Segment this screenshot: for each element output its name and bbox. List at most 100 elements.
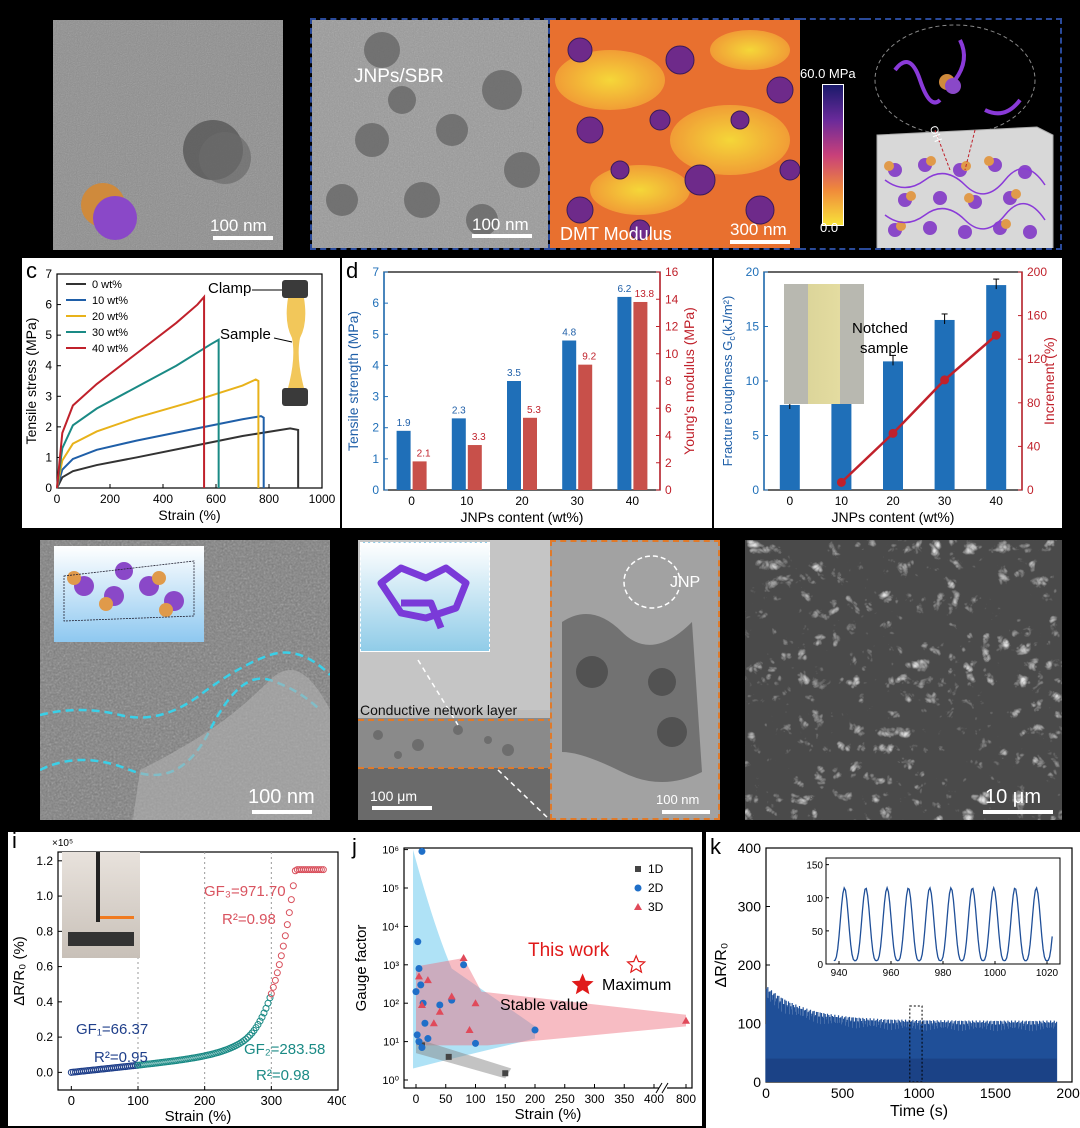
scale-label: 100 μm	[370, 788, 417, 804]
y-tick-label: 10⁴	[382, 921, 399, 933]
y-tick-label-left: 4	[372, 358, 379, 372]
series-line	[56, 378, 260, 489]
point-2d	[436, 1001, 444, 1009]
y-tick-label-right: 14	[665, 292, 679, 306]
x-tick-label: 40	[626, 494, 640, 508]
dmt-modulus-label: DMT Modulus	[560, 224, 672, 244]
axis-break-gap	[659, 1082, 667, 1094]
y-tick-label-left: 15	[746, 320, 760, 334]
x-tick-label: 30	[938, 494, 952, 508]
x-tick-label: 30	[571, 494, 585, 508]
stable-value-label: Stable value	[500, 997, 588, 1014]
scale-bar	[662, 810, 710, 814]
y-tick-label-right: 4	[665, 429, 672, 443]
y-tick-label: 10²	[383, 998, 399, 1010]
y-tick-label-left: 1	[372, 452, 379, 466]
x-axis-label: Time (s)	[890, 1103, 948, 1120]
data-point	[271, 976, 279, 984]
x-tick-label: 300	[584, 1092, 604, 1106]
colorbar-panel: 60.0 MPa 0.0	[800, 18, 865, 250]
data-label: 5.3	[527, 405, 541, 416]
colorbar-min-label: 0.0	[820, 220, 839, 235]
bar-youngs-modulus	[467, 445, 482, 490]
x-tick-label: 0	[54, 492, 61, 506]
data-point	[283, 921, 291, 929]
y-tick-label: 1	[45, 450, 52, 464]
y-tick-label-left: 6	[372, 296, 379, 310]
plot-frame	[403, 847, 693, 1089]
x-tick-label: 400	[644, 1092, 664, 1106]
x-axis-label: Strain (%)	[515, 1106, 582, 1123]
data-label: 13.8	[635, 289, 655, 300]
inset-frame	[825, 857, 1061, 965]
y-tick-label: 5	[45, 328, 52, 342]
x-axis-label: Strain (%)	[165, 1108, 232, 1125]
data-point	[244, 1033, 252, 1041]
point-2d	[460, 961, 468, 969]
y-tick-label-right: 16	[665, 265, 679, 279]
y-axis-label: ΔR/R₀ (%)	[11, 936, 28, 1006]
r3-label: R²=0.98	[222, 911, 276, 928]
panel-letter: k	[710, 834, 721, 859]
x-tick-label: 250	[555, 1092, 575, 1106]
point-2d	[472, 1039, 479, 1047]
scale-bar	[213, 236, 273, 240]
y-tick-label: 0	[45, 481, 52, 495]
point-2d	[418, 1044, 426, 1052]
data-point	[254, 1021, 262, 1029]
x-tick-label: 100	[127, 1093, 149, 1108]
cross-section-image: Conductive network layer 100 μm	[358, 540, 550, 820]
x-axis-label: Strain (%)	[158, 507, 220, 523]
scale-bar	[730, 240, 790, 244]
y-tick-label-right: 10	[665, 347, 679, 361]
data-point	[267, 990, 275, 998]
clamp-top-icon	[282, 280, 308, 298]
y-tick-label-right: 6	[665, 401, 672, 415]
increment-point	[991, 330, 1001, 340]
y-tick-label-right: 12	[665, 320, 679, 334]
y-tick-label: 6	[45, 298, 52, 312]
x-tick-label: 200	[525, 1092, 545, 1106]
increment-point	[888, 428, 898, 438]
inset-x-tick-label: 1000	[984, 968, 1007, 979]
jnps-sbr-label: JNPs/SBR	[354, 66, 444, 87]
y-axis-label: ΔR/R₀	[713, 943, 730, 988]
y-tick-label: 10⁰	[382, 1075, 399, 1087]
series-line	[56, 427, 300, 489]
x-tick-label: 1500	[980, 1085, 1011, 1101]
inset-y-tick-label: 0	[817, 960, 823, 971]
point-3d	[471, 999, 480, 1007]
sample-label: Sample	[220, 326, 271, 343]
graphene-schematic-inset	[54, 546, 204, 642]
data-label: 2.1	[417, 448, 431, 459]
panel-k: 05001000150020000100200300400Time (s)ΔR/…	[706, 832, 1080, 1128]
data-point	[289, 882, 297, 890]
gf3-label: GF₃=971.70	[204, 883, 286, 900]
schematic-network: OH	[865, 18, 1062, 250]
sem-image: 10 μm	[745, 540, 1062, 820]
x-tick-label: 350	[614, 1092, 634, 1106]
y-tick-label: 1.0	[36, 889, 53, 903]
y-tick-label: 300	[738, 899, 762, 915]
y-tick-label-right: 80	[1027, 396, 1041, 410]
point-2d	[412, 988, 420, 996]
bar-fracture-toughness	[934, 319, 955, 490]
data-point	[319, 866, 327, 874]
x-tick-label: 100	[465, 1092, 485, 1106]
bar-tensile-strength	[396, 430, 411, 490]
y-tick-label: 200	[738, 957, 762, 973]
legend-marker	[635, 866, 641, 872]
x-tick-label: 200	[100, 492, 120, 506]
data-label: 3.5	[507, 368, 521, 379]
y-tick-label-left: 0	[752, 483, 759, 497]
x-tick-label: 0	[786, 494, 793, 508]
x-tick-label: 50	[439, 1092, 453, 1106]
y-tick-label: 400	[738, 840, 762, 856]
data-point	[277, 952, 285, 960]
sample-icon	[286, 298, 306, 388]
bar-fracture-toughness	[986, 285, 1007, 490]
y-tick-label: 0.2	[36, 1030, 53, 1044]
legend-label: 30 wt%	[92, 327, 128, 339]
gauge-factor-chart: 0 50 100 150 200 250 300 350 400 800 10⁰ 10¹ 10² 10³ 1…	[353, 845, 696, 1123]
